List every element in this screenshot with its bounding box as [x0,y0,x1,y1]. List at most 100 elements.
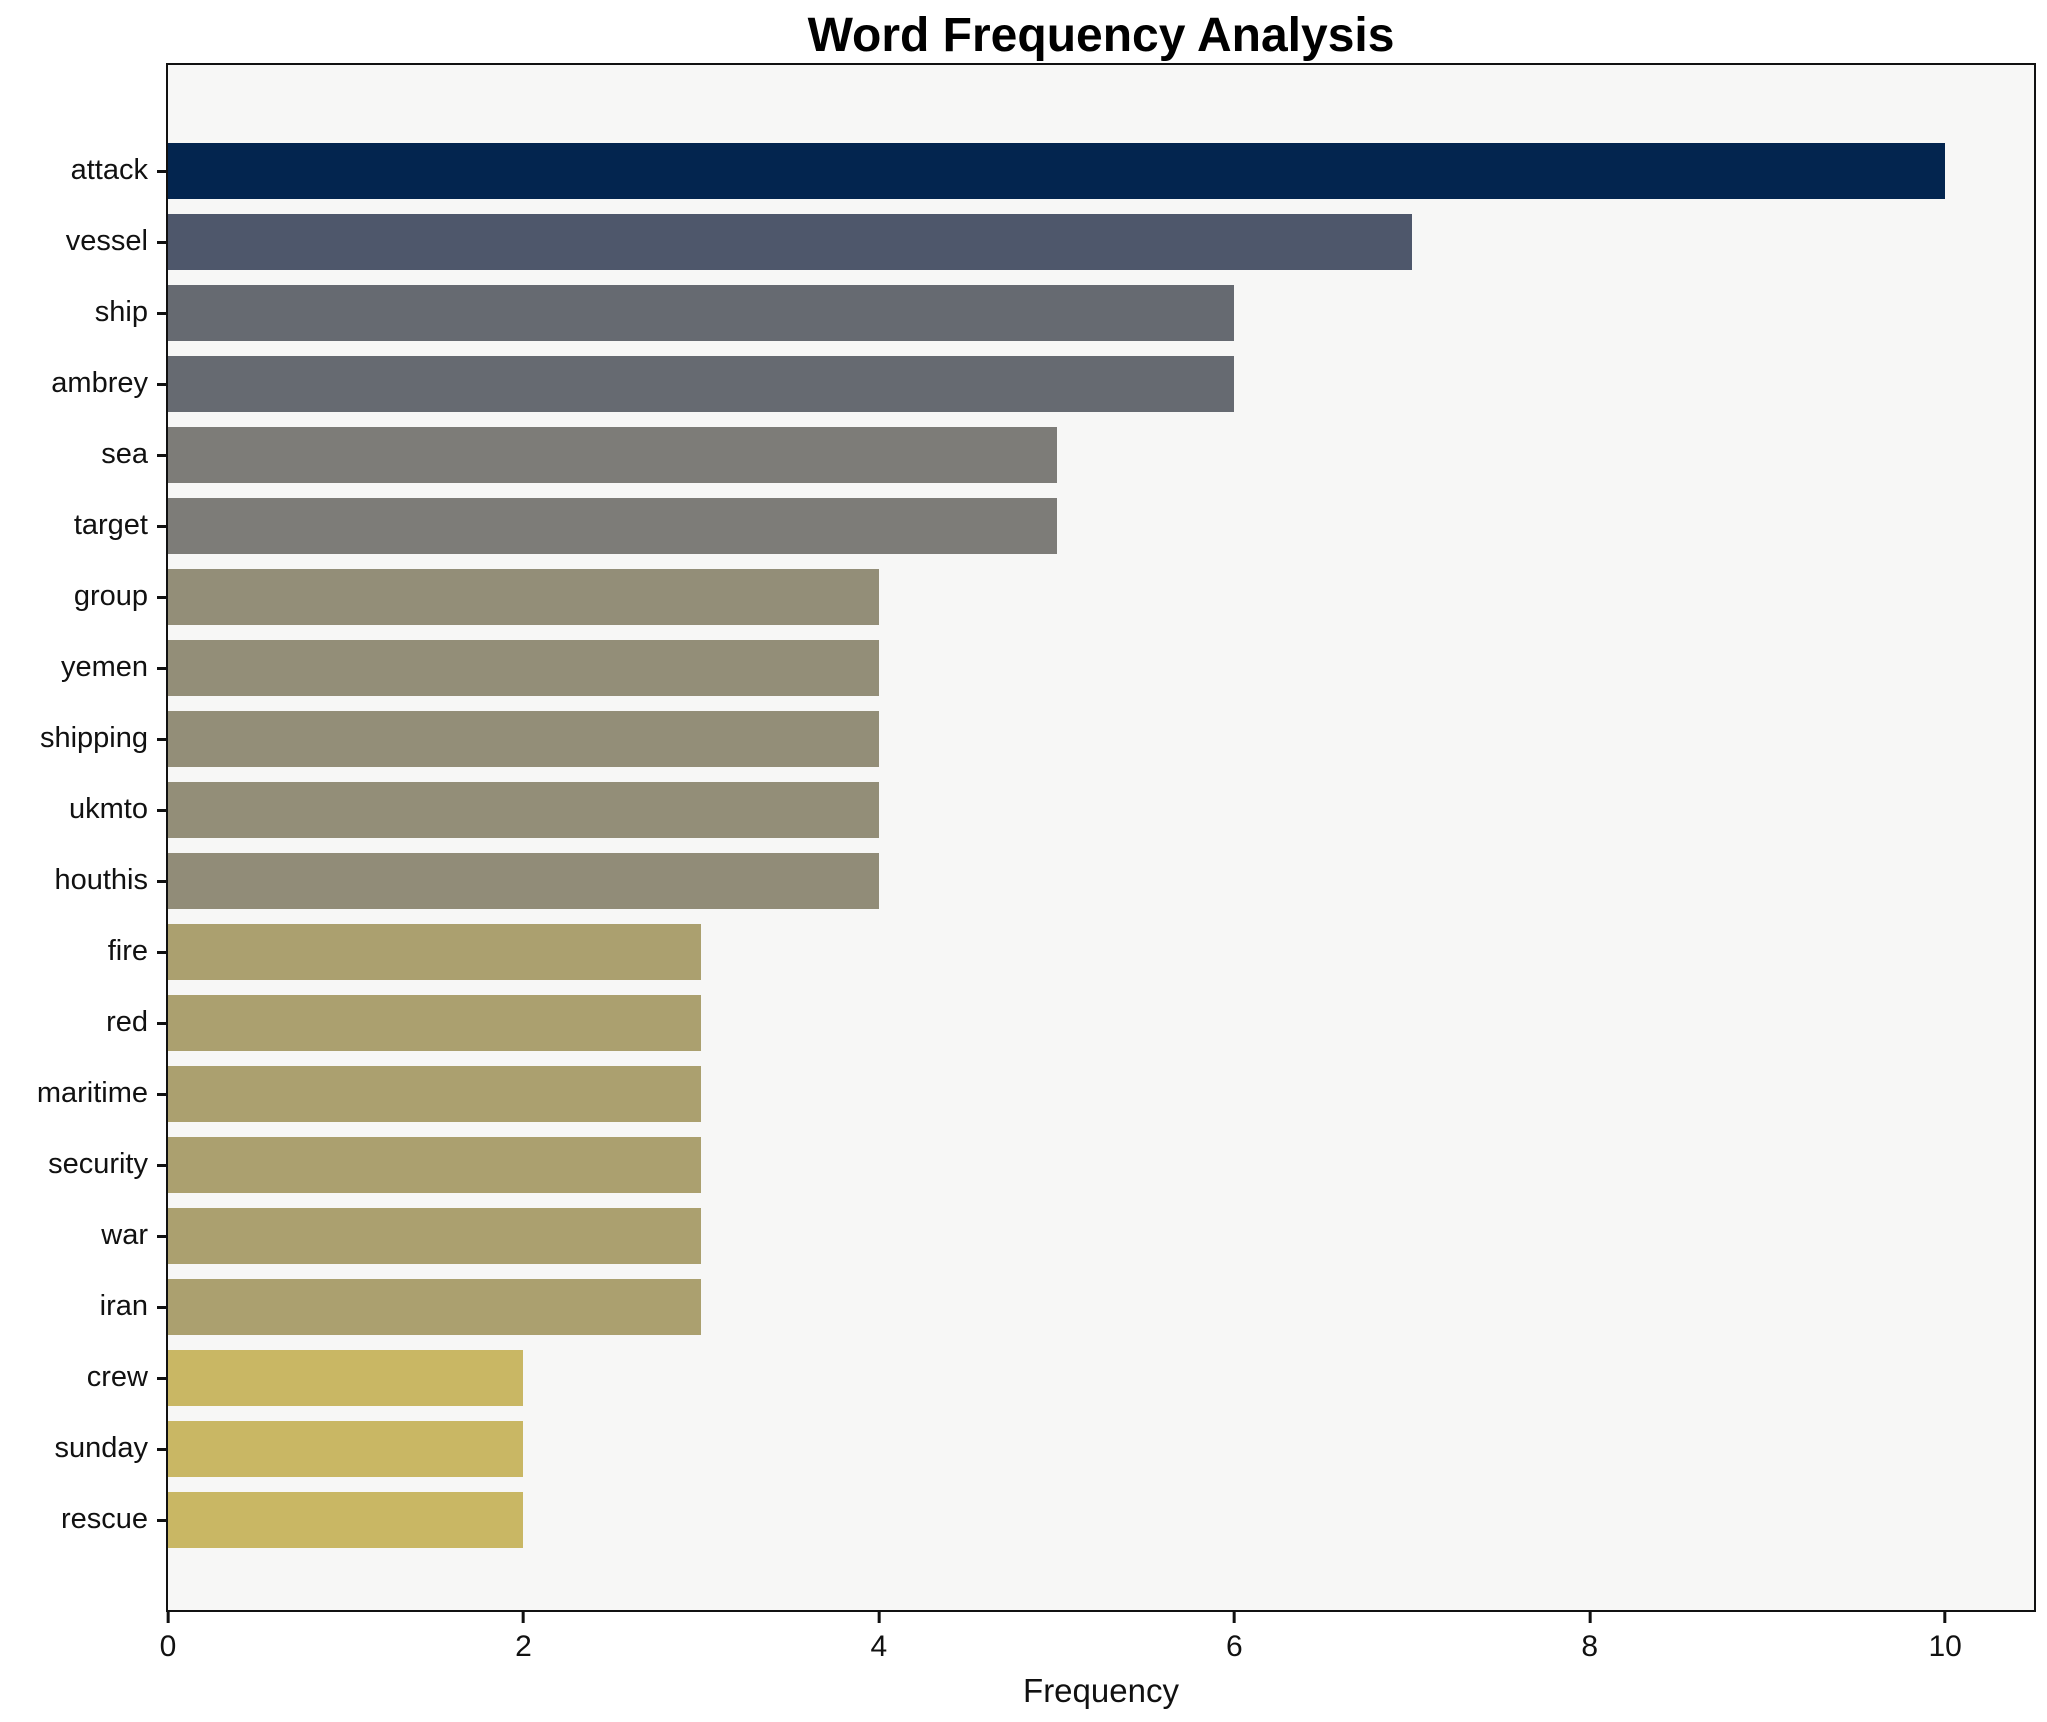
bar-sea [168,426,1057,483]
y-axis: attack vessel ship ambrey sea target group yeme… [0,63,166,1612]
y-tick-row: ambrey [0,348,166,419]
y-tick-mark [157,595,166,599]
y-tick-row: sea [0,419,166,490]
x-tick-label: 2 [515,1630,532,1663]
y-tick-row: vessel [0,206,166,277]
bars-container [168,65,2034,1610]
x-tick-mark [1943,1612,1947,1623]
y-tick-label-target: target [73,509,148,541]
y-tick-row: group [0,561,166,632]
y-tick-mark [157,1518,166,1522]
x-tick-label: 4 [870,1630,888,1663]
y-tick-row: war [0,1200,166,1271]
bar-group [168,568,879,625]
x-tick-label: 10 [1928,1630,1962,1663]
y-tick-label-red: red [106,1006,148,1038]
y-tick-label-group: group [73,580,148,612]
y-tick-mark [157,879,166,883]
bar-row [168,1129,2034,1200]
bar-row [168,1058,2034,1129]
bar-row [168,490,2034,561]
bar-row [168,632,2034,703]
y-tick-row: houthis [0,845,166,916]
y-tick-mark [157,1376,166,1380]
y-tick-mark [157,666,166,670]
y-tick-row: security [0,1129,166,1200]
x-tick-2: 2 [515,1612,532,1664]
y-tick-row: shipping [0,703,166,774]
x-tick-0: 0 [160,1612,176,1664]
y-tick-label-sunday: sunday [54,1432,148,1464]
y-tick-label-iran: iran [99,1290,148,1322]
y-tick-row: attack [0,135,166,206]
x-tick-mark [877,1612,881,1623]
bar-row [168,703,2034,774]
y-tick-mark [157,524,166,528]
y-tick-label-war: war [101,1219,148,1251]
bar-row [168,916,2034,987]
y-tick-mark [157,311,166,315]
y-tick-label-houthis: houthis [54,864,148,896]
bar-row [168,277,2034,348]
y-tick-mark [157,382,166,386]
y-tick-row: yemen [0,632,166,703]
bar-row [168,1200,2034,1271]
x-tick-10: 10 [1928,1612,1962,1664]
bar-vessel [168,213,1412,270]
x-axis: 0 2 4 6 8 10 [160,1612,2034,1672]
bar-row [168,135,2034,206]
y-tick-row: iran [0,1271,166,1342]
x-tick-label: 6 [1225,1630,1243,1663]
y-tick-label-shipping: shipping [39,722,148,754]
y-tick-mark [157,808,166,812]
bar-attack [168,142,1946,199]
bar-iran [168,1278,702,1335]
y-tick-mark [157,1305,166,1309]
x-tick-8: 8 [1581,1612,1598,1664]
bar-ambrey [168,355,1235,412]
bar-houthis [168,852,879,909]
y-tick-mark [157,1447,166,1451]
bar-war [168,1207,702,1264]
y-tick-label-security: security [48,1148,148,1180]
y-tick-label-fire: fire [107,935,148,967]
y-tick-label-ukmto: ukmto [69,793,148,825]
y-tick-row: fire [0,916,166,987]
bar-red [168,994,702,1051]
bar-row [168,1484,2034,1555]
bar-row [168,348,2034,419]
x-tick-6: 6 [1226,1612,1243,1664]
y-tick-mark [157,950,166,954]
y-tick-row: target [0,490,166,561]
bar-row [168,561,2034,632]
plot-area [166,63,2036,1612]
bar-row [168,1413,2034,1484]
bar-ukmto [168,781,879,838]
bar-row [168,419,2034,490]
y-tick-row: ukmto [0,774,166,845]
bar-row [168,206,2034,277]
bar-row [168,845,2034,916]
bar-rescue [168,1491,524,1548]
y-tick-row: crew [0,1342,166,1413]
y-tick-label-maritime: maritime [36,1077,148,1109]
y-tick-row: ship [0,277,166,348]
y-tick-mark [157,1092,166,1096]
y-tick-label-attack: attack [70,154,148,186]
bar-target [168,497,1057,554]
y-tick-mark [157,1234,166,1238]
x-tick-mark [1232,1612,1236,1623]
bar-sunday [168,1420,524,1477]
y-tick-label-sea: sea [101,438,148,470]
x-tick-mark [166,1612,170,1623]
y-tick-row: rescue [0,1484,166,1555]
y-tick-mark [157,1021,166,1025]
x-tick-label: 8 [1581,1630,1599,1663]
bar-row [168,1342,2034,1413]
y-tick-mark [157,1163,166,1167]
y-tick-label-yemen: yemen [60,651,148,683]
y-tick-label-crew: crew [86,1361,148,1393]
y-tick-mark [157,240,166,244]
y-tick-label-vessel: vessel [65,225,148,257]
